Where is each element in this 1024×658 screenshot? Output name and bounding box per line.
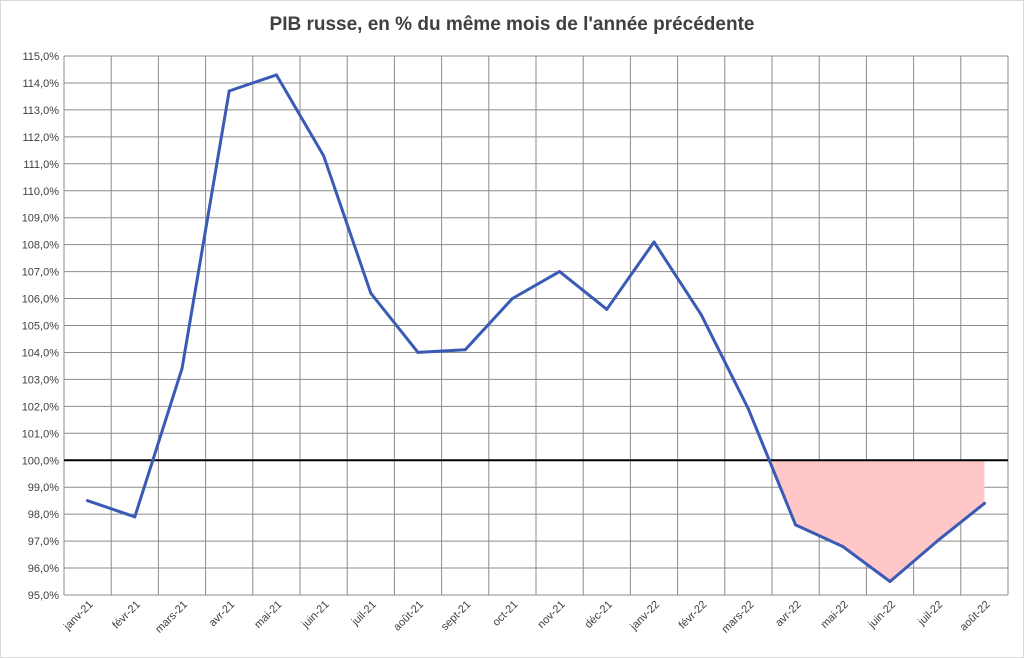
y-tick-label: 111,0% xyxy=(23,159,59,171)
data-point xyxy=(794,523,798,527)
y-tick-label: 103,0% xyxy=(22,374,60,386)
data-point xyxy=(652,240,656,244)
x-tick-label: janv-21 xyxy=(61,599,96,634)
y-tick-label: 105,0% xyxy=(22,321,60,333)
x-axis-ticks: janv-21 févr-21 mars-21 avr-21 mai-21 juin-21… xyxy=(61,599,993,636)
chart-title: PIB russe, en % du même mois de l'année … xyxy=(269,14,755,35)
x-tick-label: mars-22 xyxy=(720,599,757,636)
y-tick-label: 114,0% xyxy=(23,78,60,90)
y-tick-label: 101,0% xyxy=(22,428,60,440)
x-tick-label: juil-22 xyxy=(915,599,945,629)
x-tick-label: juil-21 xyxy=(349,599,379,629)
x-tick-label: juin-21 xyxy=(299,599,332,632)
data-point xyxy=(227,89,231,93)
y-tick-label: 107,0% xyxy=(22,267,60,279)
x-tick-label: mars-21 xyxy=(153,599,190,636)
data-point xyxy=(841,544,845,548)
data-point xyxy=(558,270,562,274)
y-tick-label: 106,0% xyxy=(22,294,60,306)
x-tick-label: févr-21 xyxy=(110,599,143,632)
y-tick-label: 99,0% xyxy=(28,482,59,494)
y-tick-label: 100,0% xyxy=(22,455,60,467)
y-tick-label: 109,0% xyxy=(22,213,60,225)
gdp-series xyxy=(86,73,986,584)
y-tick-label: 115,0% xyxy=(23,51,60,63)
y-tick-label: 95,0% xyxy=(28,590,59,602)
x-tick-label: août-21 xyxy=(391,599,426,634)
y-tick-label: 104,0% xyxy=(22,347,60,359)
x-tick-label: nov-21 xyxy=(535,599,567,631)
data-point xyxy=(746,407,750,411)
y-tick-label: 113,0% xyxy=(23,105,60,117)
series-line xyxy=(86,73,986,583)
y-tick-label: 98,0% xyxy=(28,509,59,521)
data-point xyxy=(605,307,609,311)
y-tick-label: 108,0% xyxy=(22,240,60,252)
x-tick-label: déc-21 xyxy=(583,599,615,631)
x-tick-label: août-22 xyxy=(958,599,993,634)
data-point xyxy=(416,350,420,354)
data-point xyxy=(463,348,467,352)
x-tick-label: juin-22 xyxy=(866,599,899,632)
data-point xyxy=(322,154,326,158)
x-tick-label: mai-21 xyxy=(252,599,284,631)
data-point xyxy=(935,539,939,543)
data-point xyxy=(133,515,137,519)
x-tick-label: avr-22 xyxy=(773,599,804,630)
data-point xyxy=(369,291,373,295)
data-point xyxy=(888,580,892,584)
data-point xyxy=(274,73,278,77)
data-point xyxy=(180,367,184,371)
x-tick-label: oct-21 xyxy=(490,599,520,629)
data-point xyxy=(699,313,703,317)
x-tick-label: févr-22 xyxy=(677,599,710,632)
y-axis-ticks: 95,0% 96,0% 97,0% 98,0% 99,0% 100,0% 101,0% 102… xyxy=(22,51,60,602)
data-point xyxy=(86,499,90,503)
x-tick-label: janv-22 xyxy=(627,599,662,634)
x-tick-label: mai-22 xyxy=(819,599,851,631)
y-tick-label: 112,0% xyxy=(23,132,60,144)
shaded-region xyxy=(769,460,985,582)
data-point xyxy=(510,297,514,301)
y-tick-label: 96,0% xyxy=(28,563,59,575)
x-tick-label: avr-21 xyxy=(207,599,238,630)
shaded-area xyxy=(769,460,985,582)
y-tick-label: 110,0% xyxy=(23,186,60,198)
y-tick-label: 102,0% xyxy=(22,401,60,413)
y-tick-label: 97,0% xyxy=(28,536,59,548)
data-point xyxy=(982,501,986,505)
x-tick-label: sept-21 xyxy=(439,599,473,633)
